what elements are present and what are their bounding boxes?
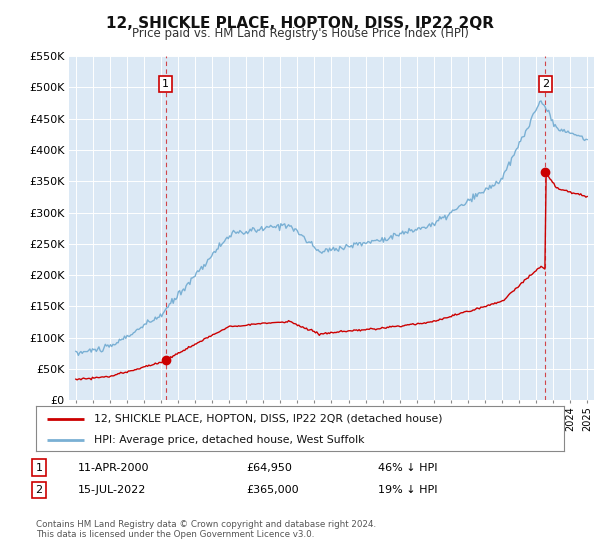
Text: 2: 2 [542, 79, 549, 89]
Text: 15-JUL-2022: 15-JUL-2022 [78, 485, 146, 495]
Text: 12, SHICKLE PLACE, HOPTON, DISS, IP22 2QR (detached house): 12, SHICKLE PLACE, HOPTON, DISS, IP22 2Q… [94, 413, 443, 423]
Text: £365,000: £365,000 [246, 485, 299, 495]
Text: 12, SHICKLE PLACE, HOPTON, DISS, IP22 2QR: 12, SHICKLE PLACE, HOPTON, DISS, IP22 2Q… [106, 16, 494, 31]
Text: 1: 1 [163, 79, 169, 89]
Text: Contains HM Land Registry data © Crown copyright and database right 2024.
This d: Contains HM Land Registry data © Crown c… [36, 520, 376, 539]
Text: 11-APR-2000: 11-APR-2000 [78, 463, 149, 473]
Text: 46% ↓ HPI: 46% ↓ HPI [378, 463, 437, 473]
Text: £64,950: £64,950 [246, 463, 292, 473]
Text: HPI: Average price, detached house, West Suffolk: HPI: Average price, detached house, West… [94, 435, 365, 445]
Text: 2: 2 [35, 485, 43, 495]
Text: 19% ↓ HPI: 19% ↓ HPI [378, 485, 437, 495]
Text: 1: 1 [35, 463, 43, 473]
Text: Price paid vs. HM Land Registry's House Price Index (HPI): Price paid vs. HM Land Registry's House … [131, 27, 469, 40]
